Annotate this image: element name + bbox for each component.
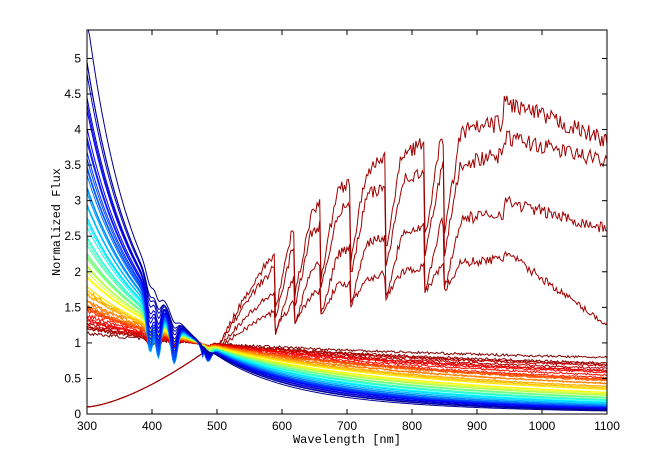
series-layer xyxy=(86,29,608,412)
y-axis-label: Normalized Flux xyxy=(50,168,64,276)
y-tick-label: 4.5 xyxy=(64,87,81,101)
y-tick-label: 2 xyxy=(74,265,81,279)
x-tick-label: 300 xyxy=(77,419,97,433)
spectrum-line xyxy=(86,128,607,409)
spectrum-line xyxy=(86,168,608,408)
axis-layer: 300 400 500 600 700 800 900 1000 1100 0 0.5 1 1.5 2 2.… xyxy=(64,30,620,433)
x-tick-label: 900 xyxy=(467,419,487,433)
y-tick-label: 3 xyxy=(74,194,81,208)
x-tick-label: 800 xyxy=(402,419,422,433)
x-tick-label: 500 xyxy=(207,419,227,433)
x-tick-label: 1000 xyxy=(529,419,556,433)
spectrum-line xyxy=(86,97,608,410)
x-tick-label: 400 xyxy=(142,419,162,433)
y-tick-label: 5 xyxy=(74,51,81,65)
x-tick-label: 700 xyxy=(337,419,357,433)
spectrum-line xyxy=(87,29,607,412)
spectrum-line xyxy=(86,95,608,408)
x-tick-label: 600 xyxy=(272,419,292,433)
y-tick-label: 4 xyxy=(74,123,81,137)
x-axis-label: Wavelength [nm] xyxy=(293,433,401,447)
spectrum-line xyxy=(86,62,608,411)
x-tick-label: 1100 xyxy=(594,419,620,433)
y-tick-label: 2.5 xyxy=(64,229,81,243)
y-tick-label: 0 xyxy=(74,407,81,421)
y-tick-label: 1 xyxy=(74,336,81,350)
y-tick-label: 0.5 xyxy=(64,371,81,385)
spectrum-line xyxy=(86,151,607,408)
y-tick-label: 1.5 xyxy=(64,300,81,314)
y-tick-label: 3.5 xyxy=(64,158,81,172)
